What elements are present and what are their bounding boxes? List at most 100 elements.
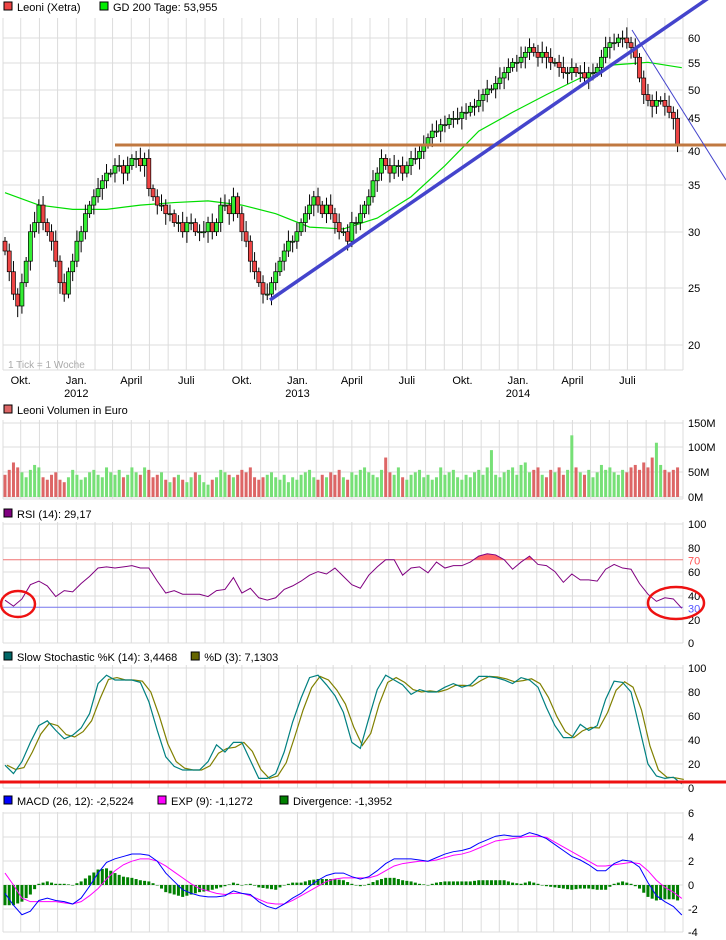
divergence-bar: [231, 882, 235, 885]
candle-body: [222, 204, 228, 207]
candle-body: [438, 124, 444, 132]
candle-body: [319, 204, 325, 215]
divergence-bar: [426, 885, 430, 886]
volume-bar: [430, 479, 434, 497]
y-tick-label: 40: [688, 146, 700, 158]
candle: [243, 221, 249, 248]
legend-swatch: [157, 795, 167, 805]
candle: [611, 33, 617, 51]
exp-line: [4, 835, 683, 905]
volume-bar: [659, 464, 663, 497]
candle: [201, 221, 207, 238]
y-tick-label: 40: [688, 735, 700, 747]
candle-body: [599, 56, 604, 68]
y-tick-label: 35: [688, 180, 700, 192]
candle-body: [412, 158, 418, 160]
candle: [311, 190, 317, 217]
candle-body: [544, 51, 549, 58]
candle-body: [205, 222, 211, 233]
candle: [357, 204, 363, 231]
y-tick-label: 25: [688, 283, 700, 295]
volume-bar: [629, 467, 633, 497]
divergence-bar: [257, 885, 261, 888]
candle: [561, 56, 566, 79]
candle: [184, 216, 190, 243]
candle: [497, 67, 503, 90]
divergence-bar: [138, 880, 142, 885]
divergence-bar: [58, 883, 62, 885]
volume-bar: [316, 479, 320, 497]
divergence-bar: [409, 881, 413, 885]
volume-bar: [502, 472, 506, 497]
candle: [252, 252, 257, 280]
candle: [451, 110, 456, 128]
candle: [239, 206, 245, 242]
volume-bar: [261, 477, 265, 497]
divergence-bar: [354, 885, 358, 886]
candle-body: [666, 105, 672, 113]
divergence-bar: [443, 881, 447, 885]
volume-bar: [320, 474, 324, 497]
volume-bar: [71, 469, 75, 497]
volume-bar: [523, 462, 527, 497]
candle-body: [32, 222, 37, 233]
candle-body: [44, 222, 50, 233]
candle: [455, 107, 460, 125]
y-tick-label: 30: [688, 227, 700, 239]
volume-bar: [164, 479, 168, 497]
divergence-bar: [608, 885, 612, 887]
volume-bar: [299, 474, 303, 497]
volume-bar: [625, 472, 629, 497]
divergence-bar: [667, 885, 671, 900]
y-tick-label: 55: [688, 58, 700, 70]
divergence-bar: [583, 885, 587, 889]
divergence-bar: [676, 885, 680, 901]
candle-body: [400, 165, 405, 174]
candle-body: [294, 231, 300, 242]
candle: [176, 215, 181, 232]
divergence-bar: [117, 874, 121, 885]
volume-bar: [405, 479, 409, 497]
volume-bar: [544, 477, 548, 497]
candle: [57, 255, 63, 294]
candle: [19, 273, 25, 314]
volume-bar: [248, 467, 252, 497]
candle: [670, 106, 676, 130]
volume-bar: [210, 479, 214, 497]
volume-bar: [92, 469, 96, 497]
volume-bar: [583, 474, 587, 497]
divergence-bar: [160, 885, 164, 889]
candle-body: [514, 61, 520, 64]
candle-body: [345, 231, 350, 242]
candle-body: [493, 83, 499, 90]
candle: [476, 89, 482, 113]
candle: [133, 150, 139, 168]
candle-body: [548, 56, 554, 63]
candle: [214, 218, 219, 236]
y-tick-label: 50M: [688, 467, 709, 479]
divergence-bar: [202, 885, 206, 892]
candle-body: [654, 100, 659, 107]
candle-body: [209, 222, 215, 233]
volume-bar: [456, 477, 460, 497]
candle: [307, 194, 312, 220]
candle-body: [497, 77, 503, 84]
candle-body: [129, 158, 135, 167]
volume-bar: [481, 474, 485, 497]
divergence-bar: [540, 885, 544, 886]
candle-body: [506, 67, 511, 74]
volume-bar: [219, 469, 223, 497]
candle: [247, 235, 253, 273]
volume-bar: [591, 477, 595, 497]
candle-body: [302, 213, 308, 223]
candle: [586, 66, 592, 90]
volume-bar: [532, 469, 536, 497]
divergence-bar: [240, 885, 244, 886]
divergence-bar: [451, 881, 455, 885]
divergence-bar: [633, 885, 637, 887]
candle-body: [70, 260, 76, 273]
uptrend-line: [269, 0, 709, 302]
volume-bar: [354, 474, 358, 497]
candle-body: [429, 130, 435, 139]
candle-body: [142, 158, 147, 167]
